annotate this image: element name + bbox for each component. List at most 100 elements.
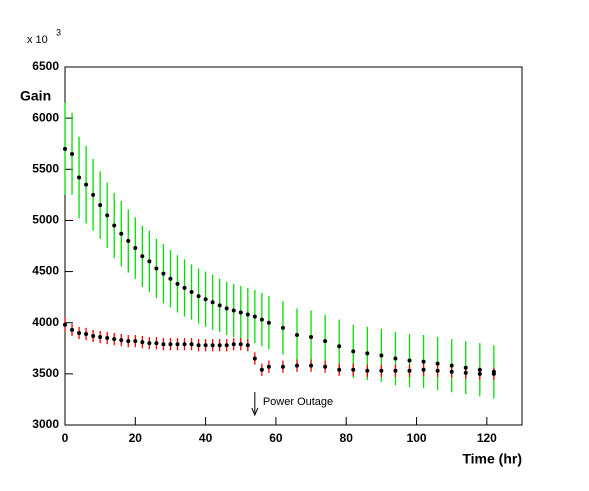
data-point: [119, 338, 124, 343]
data-point: [98, 203, 103, 208]
y-tick-label: 4000: [32, 315, 59, 329]
x-tick-label: 40: [199, 431, 213, 445]
data-point: [295, 363, 300, 368]
data-point: [295, 332, 300, 337]
data-point: [449, 369, 454, 374]
data-point: [203, 297, 208, 302]
data-point: [182, 342, 187, 347]
data-point: [203, 343, 208, 348]
data-point: [168, 276, 173, 281]
data-point: [112, 223, 117, 228]
data-point: [379, 368, 384, 373]
x-tick-label: 80: [340, 431, 354, 445]
y-tick-label: 3500: [32, 366, 59, 380]
data-point: [154, 341, 159, 346]
y-tick-label: 5500: [32, 161, 59, 175]
data-point: [259, 367, 264, 372]
x-tick-label: 20: [129, 431, 143, 445]
data-point: [112, 337, 117, 342]
data-point: [477, 371, 482, 376]
data-point: [98, 335, 103, 340]
y-tick-label: 6000: [32, 110, 59, 124]
data-point: [449, 363, 454, 368]
data-point: [119, 231, 124, 236]
data-point: [266, 320, 271, 325]
y-tick-label: 3000: [32, 417, 59, 431]
x-tick-label: 60: [269, 431, 283, 445]
data-point: [393, 368, 398, 373]
annotation-arrowhead: [251, 407, 259, 417]
data-point: [140, 340, 145, 345]
data-point: [393, 356, 398, 361]
data-point: [126, 339, 131, 344]
data-point: [126, 238, 131, 243]
data-point: [189, 342, 194, 347]
data-point: [210, 343, 215, 348]
x-tick-label: 0: [62, 431, 69, 445]
data-point: [421, 367, 426, 372]
data-point: [196, 294, 201, 299]
data-point: [91, 334, 96, 339]
data-point: [491, 371, 496, 376]
data-point: [196, 343, 201, 348]
x-axis-label: Time (hr): [462, 451, 522, 467]
data-point: [238, 342, 243, 347]
data-point: [463, 365, 468, 370]
data-point: [154, 266, 159, 271]
data-point: [175, 342, 180, 347]
data-point: [337, 367, 342, 372]
y-tick-label: 6500: [32, 59, 59, 73]
data-point: [161, 271, 166, 276]
y-multiplier: x 10: [27, 34, 48, 46]
data-point: [91, 192, 96, 197]
data-point: [280, 325, 285, 330]
data-point: [182, 285, 187, 290]
data-point: [435, 368, 440, 373]
data-point: [407, 368, 412, 373]
plot-frame: [64, 66, 523, 426]
data-point: [252, 314, 257, 319]
data-point: [421, 359, 426, 364]
data-point: [231, 308, 236, 313]
data-point: [133, 339, 138, 344]
data-point: [105, 213, 110, 218]
y-tick-label: 4500: [32, 264, 59, 278]
data-point: [168, 342, 173, 347]
data-point: [351, 367, 356, 372]
data-point: [238, 310, 243, 315]
data-point: [337, 344, 342, 349]
data-point: [231, 342, 236, 347]
data-point: [84, 182, 89, 187]
data-point: [477, 367, 482, 372]
x-tick-label: 100: [407, 431, 427, 445]
data-point: [105, 336, 110, 341]
data-point: [351, 349, 356, 354]
data-point: [280, 364, 285, 369]
x-tick-label: 120: [477, 431, 497, 445]
data-point: [63, 146, 67, 151]
data-point: [379, 353, 384, 358]
data-point: [435, 361, 440, 366]
data-point: [210, 300, 215, 305]
y-tick-label: 5000: [32, 213, 59, 227]
data-point: [323, 339, 328, 344]
data-point: [189, 290, 194, 295]
data-point: [77, 175, 82, 180]
data-point: [224, 306, 229, 311]
data-point: [161, 342, 166, 347]
data-point: [147, 259, 152, 264]
data-point: [140, 254, 145, 259]
data-point: [77, 330, 82, 335]
data-point: [217, 303, 222, 308]
data-point: [407, 358, 412, 363]
data-point: [245, 343, 250, 348]
annotation: Power Outage: [263, 396, 333, 408]
data-point: [63, 322, 67, 327]
data-point: [463, 370, 468, 375]
y-axis-label: Gain: [20, 88, 51, 104]
data-point: [309, 335, 314, 340]
y-multiplier-exponent: 3: [56, 27, 61, 37]
data-point: [245, 312, 250, 317]
data-point: [84, 331, 89, 336]
